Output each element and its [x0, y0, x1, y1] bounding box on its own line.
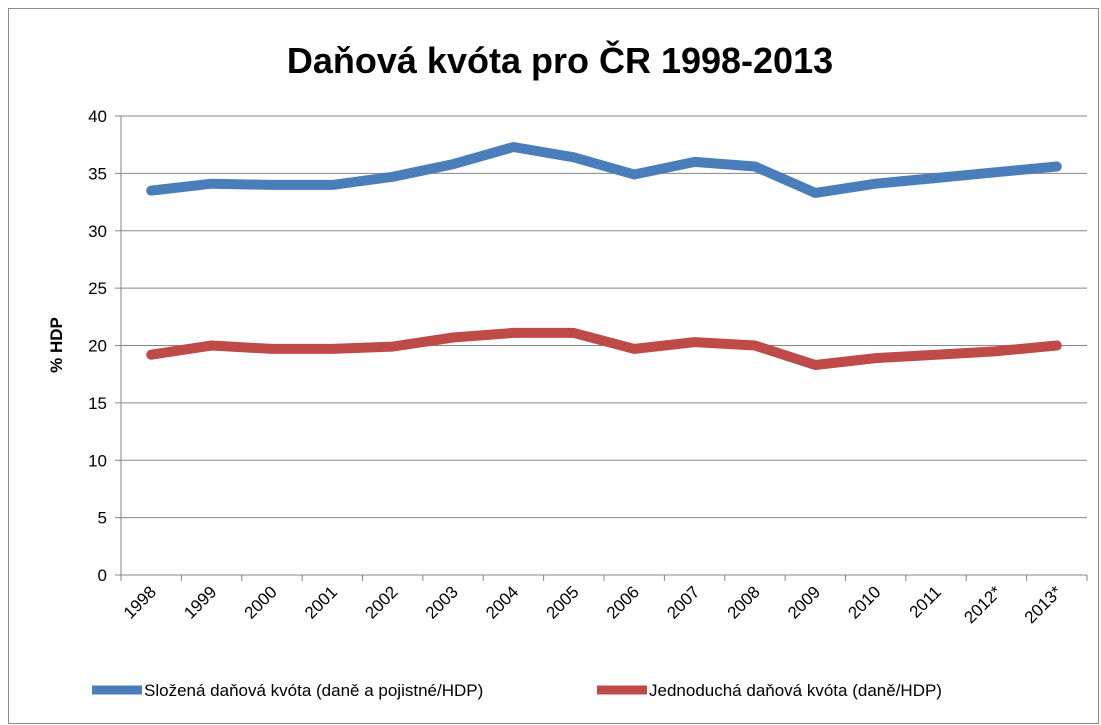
y-tick-label: 30 [88, 222, 107, 241]
y-tick-label: 0 [98, 566, 107, 585]
x-tick-label: 2000 [241, 582, 281, 622]
chart-frame [8, 8, 1099, 724]
x-tick-label: 2010 [844, 582, 884, 622]
axes [115, 115, 1088, 581]
x-tick-label: 2001 [301, 582, 341, 622]
x-tick-label: 2008 [724, 582, 764, 622]
x-tick-label: 2002 [361, 582, 401, 622]
series-lines [146, 142, 1062, 370]
legend: Složená daňová kvóta (daně a pojistné/HD… [92, 681, 942, 700]
x-tick-label: 2003 [422, 582, 462, 622]
x-tick-label: 2007 [663, 582, 703, 622]
x-tick-label: 1998 [120, 582, 160, 622]
y-tick-label: 5 [98, 509, 107, 528]
y-tick-label: 25 [88, 279, 107, 298]
x-tick-label: 2013* [1021, 582, 1066, 627]
legend-label: Jednoduchá daňová kvóta (daně/HDP) [649, 681, 942, 700]
x-tick-label: 2005 [542, 582, 582, 622]
y-axis-label: % HDP [47, 317, 66, 373]
x-tick-label: 2011 [906, 582, 945, 621]
y-tick-label: 10 [88, 451, 107, 470]
x-tick-label: 2009 [784, 582, 824, 622]
series-line-1 [146, 142, 1062, 198]
x-tick-label: 1999 [180, 582, 220, 622]
y-tick-label: 15 [88, 394, 107, 413]
chart-title: Daňová kvóta pro ČR 1998-2013 [287, 39, 833, 81]
series-line-2 [146, 327, 1062, 370]
x-tick-labels: 1998 1999 2000 2001 2002 2003 2004 2005 2006 2007… [120, 582, 1066, 627]
y-tick-labels: 0 5 10 15 20 25 30 35 40 [88, 107, 107, 585]
legend-label: Složená daňová kvóta (daně a pojistné/HD… [144, 681, 483, 700]
x-tick-label: 2004 [482, 582, 522, 622]
gridlines [121, 115, 1087, 519]
y-tick-label: 40 [88, 107, 107, 126]
x-tick-label: 2012* [960, 582, 1005, 627]
y-tick-label: 35 [88, 164, 107, 183]
y-tick-label: 20 [88, 337, 107, 356]
x-tick-label: 2006 [603, 582, 643, 622]
